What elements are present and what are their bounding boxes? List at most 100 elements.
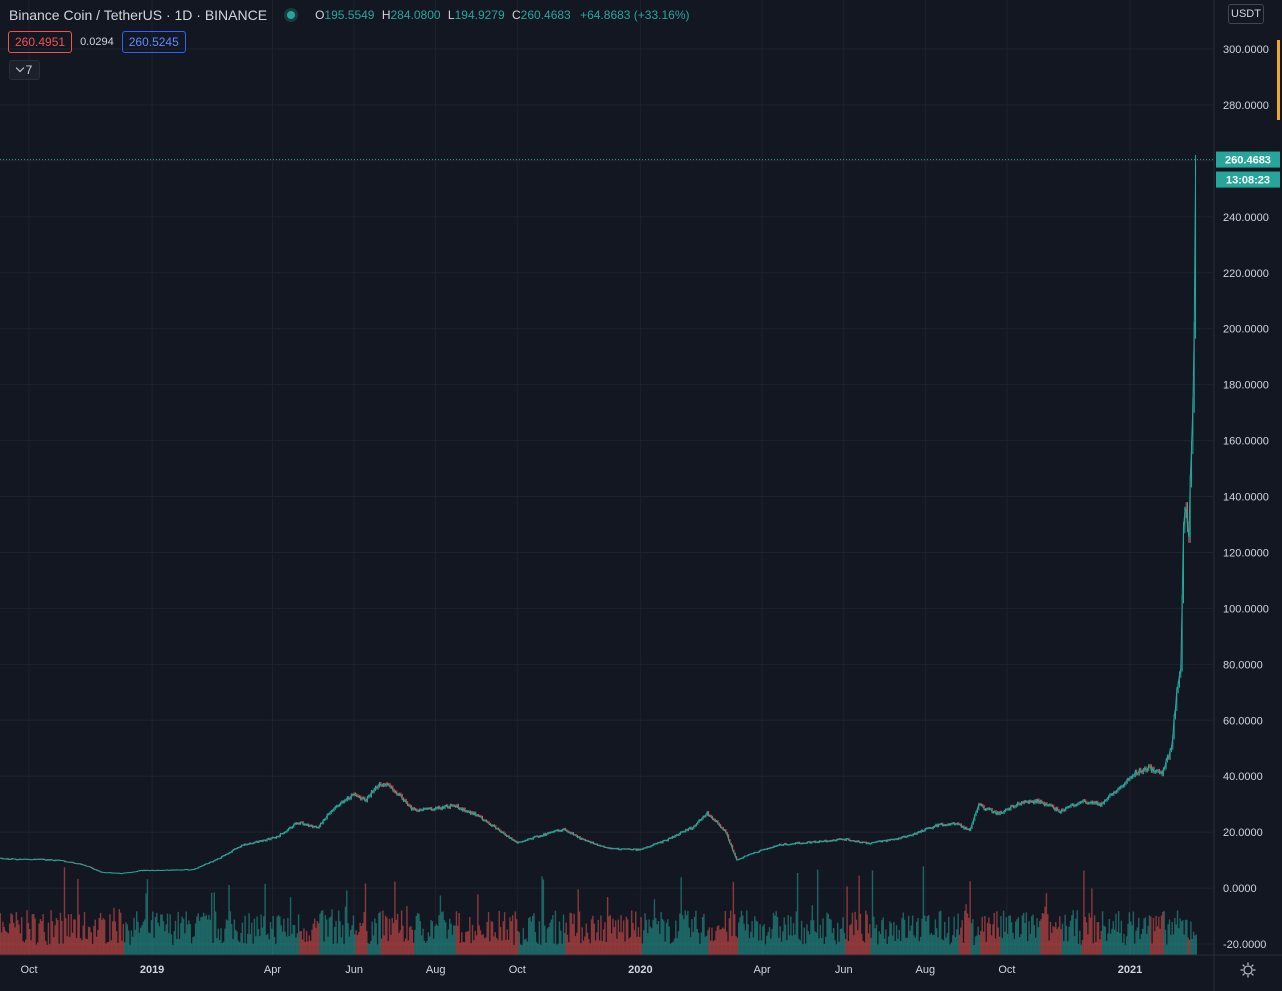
volume-bar: [307, 941, 309, 955]
volume-bar: [1064, 914, 1066, 955]
volume-bar: [953, 916, 955, 955]
volume-bar: [182, 918, 185, 955]
volume-bar: [360, 925, 363, 955]
volume-bar: [898, 930, 900, 955]
volume-bar: [941, 939, 943, 955]
volume-bar: [863, 942, 866, 955]
volume-bar: [723, 928, 725, 955]
volume-bar: [786, 940, 788, 955]
volume-bar: [980, 930, 982, 955]
volume-bar: [683, 919, 685, 955]
volume-bar: [291, 933, 293, 955]
volume-bar: [862, 940, 864, 955]
volume-bar: [334, 926, 336, 955]
volume-bar: [1096, 922, 1098, 955]
volume-bar: [764, 944, 767, 955]
volume-bar: [1182, 920, 1184, 955]
volume-bar: [933, 934, 935, 955]
volume-bar: [79, 938, 82, 955]
volume-bar: [123, 942, 126, 955]
volume-bar: [704, 936, 706, 955]
volume-bar: [969, 881, 971, 955]
volume-bar: [86, 939, 88, 955]
volume-bar: [886, 944, 888, 955]
volume-bar: [1093, 915, 1096, 955]
volume-bar: [228, 885, 230, 955]
time-tick-label: Oct: [998, 964, 1015, 976]
volume-bar: [804, 943, 807, 955]
volume-bar: [368, 944, 371, 955]
volume-bar: [645, 920, 648, 955]
volume-bar: [225, 919, 228, 955]
volume-bar: [616, 938, 618, 955]
sell-price-button[interactable]: 260.4951: [8, 31, 73, 53]
price-axis[interactable]: -20.0000 0.0000 20.0000 40.0000 60.0000 80.00…: [1223, 44, 1269, 951]
volume-bar: [475, 935, 478, 955]
volume-bar: [422, 928, 424, 955]
volume-bar: [164, 931, 166, 955]
volume-bar: [664, 941, 666, 955]
volume-bar: [883, 938, 886, 955]
price-series-line: [0, 165, 1197, 875]
volume-bar: [841, 928, 843, 955]
volume-bar: [1012, 932, 1014, 955]
indicators-toggle-button[interactable]: 7: [9, 60, 40, 80]
volume-bar: [534, 931, 537, 955]
volume-bar: [165, 924, 167, 955]
volume-bar: [1048, 940, 1050, 955]
volume-bar: [606, 896, 609, 955]
volume-bar: [313, 918, 316, 955]
volume-bar: [10, 913, 12, 955]
time-tick-label: Aug: [426, 964, 446, 976]
volume-bar: [632, 922, 634, 955]
volume-bar: [61, 920, 63, 955]
volume-bar: [407, 940, 409, 955]
status-dot-icon: [287, 11, 296, 19]
symbol-title[interactable]: Binance Coin / TetherUS · 1D · BINANCE: [9, 7, 268, 23]
volume-bar: [598, 940, 601, 955]
volume-bar: [1001, 938, 1003, 955]
time-tick-label: Apr: [754, 964, 771, 976]
volume-bar: [561, 943, 563, 955]
volume-bar: [438, 915, 440, 955]
volume-bar: [148, 932, 150, 955]
volume-bar: [459, 943, 462, 955]
currency-button[interactable]: USDT: [1228, 4, 1264, 24]
volume-bar: [23, 942, 26, 955]
volume-bar: [162, 920, 165, 955]
volume-bar: [657, 921, 660, 955]
buy-price-button[interactable]: 260.5245: [121, 31, 186, 53]
volume-bar: [1014, 921, 1017, 955]
volume-bar: [1079, 930, 1081, 955]
volume-bar: [554, 910, 557, 955]
gear-icon[interactable]: [1240, 962, 1256, 978]
volume-bar: [249, 934, 252, 955]
volume-bar: [744, 930, 747, 955]
volume-bar: [1178, 928, 1180, 955]
volume-bar: [640, 917, 642, 955]
volume-bar: [399, 930, 401, 955]
volume-bar: [89, 927, 91, 955]
volume-bar: [371, 921, 373, 955]
volume-bar: [483, 938, 486, 955]
volume-bar: [985, 941, 987, 955]
volume-bar: [78, 914, 80, 955]
volume-bar: [954, 936, 957, 955]
volume-bar: [184, 933, 186, 955]
volume-bar: [1083, 870, 1085, 955]
volume-bar: [1135, 930, 1137, 955]
volume-bar: [4, 930, 7, 955]
volume-bar: [63, 867, 66, 955]
volume-bar: [1075, 918, 1077, 955]
volume-bar: [982, 931, 985, 955]
volume-bar: [1059, 916, 1061, 955]
volume-bar: [15, 912, 18, 955]
volume-bar: [364, 883, 367, 955]
volume-bar: [42, 914, 44, 955]
volume-bar: [708, 927, 710, 955]
volume-bar: [544, 925, 546, 955]
time-axis[interactable]: Oct 2019 Apr Jun Aug Oct 2020 Apr Jun Aug Oct 2021: [20, 964, 1142, 976]
volume-bar: [779, 926, 781, 955]
volume-bar: [755, 920, 757, 955]
